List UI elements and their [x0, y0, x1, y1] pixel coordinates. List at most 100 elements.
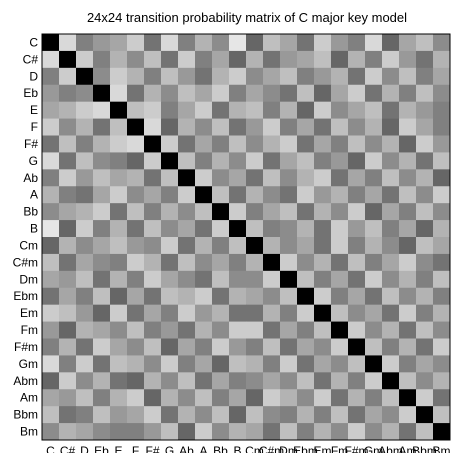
heatmap-cell [297, 423, 315, 441]
heatmap-cell [229, 270, 247, 289]
x-tick-label: F# [145, 444, 159, 453]
heatmap-cell [331, 135, 349, 153]
heatmap-cell [263, 253, 281, 272]
heatmap-cell [178, 355, 196, 373]
heatmap-cell [280, 186, 298, 204]
x-tick-label: Am [399, 444, 417, 453]
heatmap-cell [280, 321, 298, 339]
heatmap-cell [144, 50, 162, 69]
heatmap-cell [246, 220, 264, 238]
heatmap-cell [229, 304, 247, 322]
heatmap-cell [280, 287, 298, 306]
heatmap-cell [76, 203, 94, 221]
heatmap-cell [161, 355, 179, 373]
heatmap-cell [42, 406, 60, 424]
heatmap-cell [382, 152, 400, 170]
heatmap-cell [280, 152, 298, 170]
x-tick-label: E [114, 444, 122, 453]
heatmap-cell [297, 84, 315, 103]
heatmap-cell [161, 253, 179, 272]
heatmap-cell [42, 355, 60, 373]
heatmap-cell [195, 67, 213, 86]
heatmap-cell [161, 304, 179, 322]
heatmap-cell [212, 237, 230, 255]
heatmap-cell [42, 338, 60, 356]
y-tick-label: C#m [13, 255, 38, 269]
heatmap-cell [195, 84, 213, 103]
heatmap-cell [314, 321, 332, 339]
heatmap-cell [212, 152, 230, 170]
heatmap-cell [331, 237, 349, 255]
heatmap-cell [399, 253, 417, 272]
heatmap-cell [382, 135, 400, 153]
heatmap-cell [195, 270, 213, 289]
heatmap-cell [144, 152, 162, 170]
heatmap-cell [314, 203, 332, 221]
heatmap-cell [399, 135, 417, 153]
heatmap-cell [348, 304, 366, 322]
heatmap-cell [382, 67, 400, 86]
heatmap-cell [382, 389, 400, 407]
heatmap-cell [42, 389, 60, 407]
heatmap-cell [195, 389, 213, 407]
heatmap-cell [229, 186, 247, 204]
heatmap-cell [331, 186, 349, 204]
y-tick-label: G [29, 154, 38, 168]
heatmap-cell [42, 118, 60, 136]
heatmap-cell [110, 287, 128, 306]
heatmap-cell [416, 118, 434, 136]
heatmap-cell [229, 237, 247, 255]
heatmap-cell [195, 220, 213, 238]
heatmap-cell [382, 338, 400, 356]
heatmap-cell [280, 372, 298, 390]
heatmap-cell [127, 34, 145, 52]
heatmap-cell [110, 50, 128, 69]
y-tick-label: Bb [23, 205, 38, 219]
heatmap-cell [212, 118, 230, 136]
heatmap-cell [399, 406, 417, 424]
heatmap-cell [76, 169, 94, 187]
heatmap-cell [297, 152, 315, 170]
heatmap-cell [297, 118, 315, 136]
heatmap-cell [348, 253, 366, 272]
heatmap-cell [59, 220, 77, 238]
heatmap-cell [76, 152, 94, 170]
heatmap-cell [246, 338, 264, 356]
heatmap-cell [246, 321, 264, 339]
heatmap-cell [144, 67, 162, 86]
heatmap-cell [144, 169, 162, 187]
heatmap-cell [331, 287, 349, 306]
heatmap-cell [297, 270, 315, 289]
heatmap-cell [161, 406, 179, 424]
heatmap-cell [144, 220, 162, 238]
heatmap-cell [161, 84, 179, 103]
heatmap-cell [365, 338, 383, 356]
heatmap-cell [399, 389, 417, 407]
heatmap-cell [365, 84, 383, 103]
heatmap-cell [110, 237, 128, 255]
heatmap-cell [93, 50, 111, 69]
heatmap-cell [433, 220, 451, 238]
heatmap-cell [382, 186, 400, 204]
heatmap-cell [229, 34, 247, 52]
heatmap-cell [331, 355, 349, 373]
heatmap-cell [76, 67, 94, 86]
heatmap-cell [161, 135, 179, 153]
heatmap-cell [297, 304, 315, 322]
heatmap-cell [195, 118, 213, 136]
heatmap-cell [280, 355, 298, 373]
heatmap-cell [297, 220, 315, 238]
heatmap-cell [297, 406, 315, 424]
heatmap-cell [93, 101, 111, 119]
heatmap-cell [297, 253, 315, 272]
heatmap-cell [42, 101, 60, 119]
y-tick-labels: C C# D Eb EF F# G Ab A Bb B Cm C#m Dm Ebm Em Fm F#m Gm Abm A… [13, 35, 39, 438]
heatmap-cell [365, 169, 383, 187]
y-tick-label: Em [20, 306, 38, 320]
heatmap-cell [433, 203, 451, 221]
heatmap-cell [110, 152, 128, 170]
heatmap-cell [178, 270, 196, 289]
heatmap-cell [212, 203, 230, 221]
heatmap-cell [433, 186, 451, 204]
heatmap-cell [178, 389, 196, 407]
